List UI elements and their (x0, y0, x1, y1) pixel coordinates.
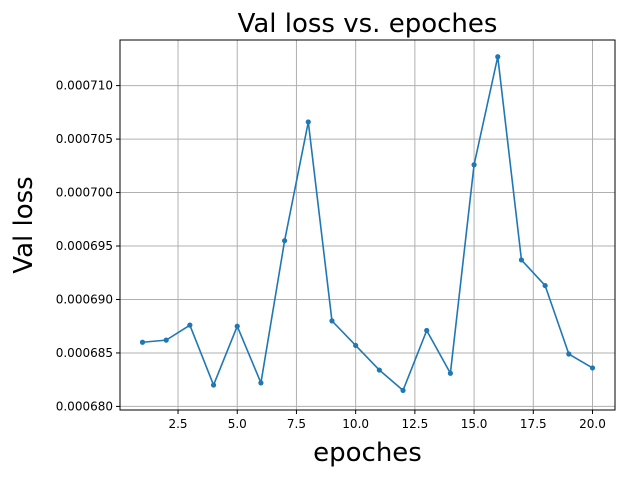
data-point (518, 257, 525, 263)
data-point (139, 339, 146, 345)
y-tick-label: 0.000710 (56, 79, 113, 93)
x-axis: 2.5 5.0 7.5 10.0 12.5 15.0 17.5 20.0 (168, 410, 606, 431)
y-tick-label: 0.000695 (56, 239, 113, 253)
y-tick-label: 0.000705 (56, 132, 113, 146)
data-point (305, 119, 311, 125)
data-point (187, 322, 193, 328)
data-point (424, 327, 430, 334)
x-tick-label: 7.5 (287, 417, 306, 431)
x-tick-label: 10.0 (342, 417, 369, 431)
data-point (282, 238, 288, 244)
data-point (471, 162, 477, 168)
data-point (566, 351, 572, 357)
data-point (447, 370, 453, 376)
data-point (163, 337, 169, 343)
plot-frame (119, 39, 616, 411)
x-tick-label: 20.0 (579, 417, 606, 431)
x-axis-label: epoches (313, 438, 422, 468)
data-point (329, 318, 335, 324)
x-tick-label: 17.5 (520, 417, 547, 431)
data-point (589, 365, 596, 371)
data-point (210, 382, 217, 388)
y-tick-label: 0.000700 (56, 186, 113, 200)
y-axis: 0.000680 0.000685 0.000690 0.000695 0.000700… (56, 79, 120, 413)
data-point (234, 323, 240, 329)
x-tick-label: 15.0 (461, 417, 488, 431)
y-tick-label: 0.000685 (56, 346, 113, 360)
x-tick-label: 12.5 (402, 417, 429, 431)
x-tick-label: 5.0 (228, 417, 247, 431)
grid (120, 40, 615, 410)
y-tick-label: 0.000680 (56, 399, 113, 413)
data-point (495, 54, 501, 60)
data-point (258, 380, 264, 386)
x-tick-label: 2.5 (168, 417, 187, 431)
plot-series (139, 54, 596, 393)
data-point (400, 387, 406, 393)
y-axis-label: Val loss (9, 176, 39, 273)
y-tick-label: 0.000690 (56, 292, 113, 306)
chart-title: Val loss vs. epoches (238, 9, 498, 39)
data-point (353, 342, 359, 349)
data-point (376, 367, 382, 373)
series-line (142, 55, 593, 392)
data-point (542, 282, 548, 289)
